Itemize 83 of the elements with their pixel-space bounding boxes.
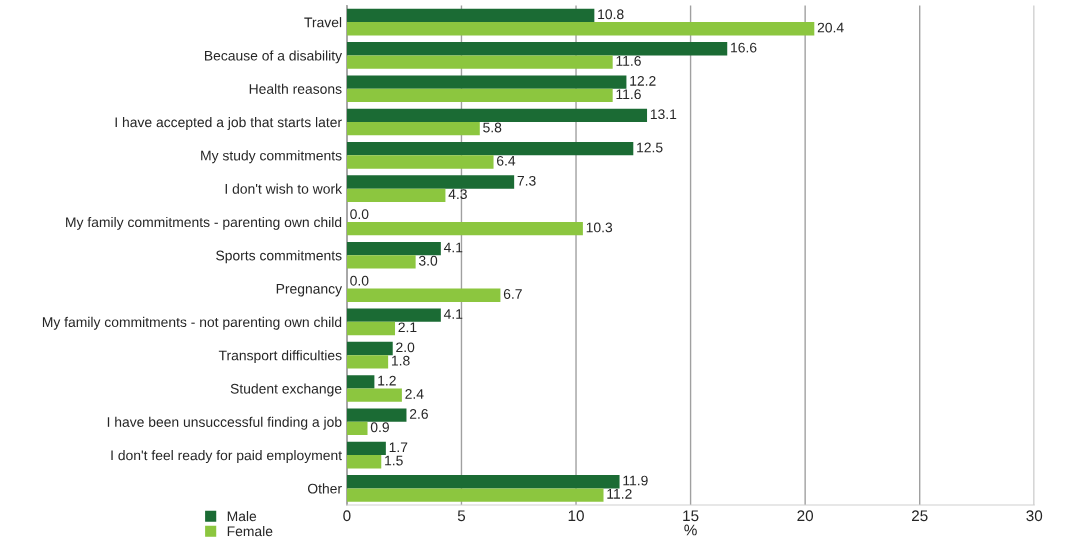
bar (346, 155, 494, 169)
bar (346, 255, 416, 269)
data-label: 0.0 (350, 209, 369, 220)
y-tick-label: My family commitments - parenting own child (66, 216, 342, 230)
data-label: 11.6 (616, 89, 641, 100)
bar (346, 441, 386, 456)
y-tick-label: Sports commitments (216, 250, 342, 264)
data-label: 11.2 (607, 488, 632, 499)
x-axis-title: % (684, 524, 697, 536)
x-tick-label: 0 (343, 510, 351, 522)
x-tick-label: 25 (911, 510, 928, 522)
y-tick-label: I don't feel ready for paid employment (111, 450, 342, 464)
data-label: 2.6 (409, 409, 428, 419)
bar (346, 388, 402, 402)
bar (346, 188, 446, 202)
bar (346, 455, 382, 469)
data-label: 3.0 (418, 255, 438, 266)
x-tick-label: 30 (1026, 510, 1043, 522)
bar (346, 341, 393, 356)
data-label: 10.3 (586, 222, 613, 233)
data-label: 1.5 (385, 455, 403, 466)
bar (346, 88, 613, 103)
data-label: 4.1 (443, 309, 463, 319)
bar (346, 241, 441, 256)
x-tick-label: 15 (683, 510, 699, 522)
legend-label: Female (227, 526, 273, 537)
data-label: 1.8 (391, 355, 410, 366)
data-label: 2.4 (405, 389, 424, 399)
data-label: 7.3 (517, 175, 536, 186)
bar (346, 288, 501, 302)
y-tick-label: I don't wish to work (225, 183, 343, 194)
y-tick-label: My family commitments - not parenting own child (42, 316, 342, 330)
y-tick-label: I have been unsuccessful finding a job (107, 416, 342, 430)
bar (346, 22, 815, 36)
data-label: 11.9 (623, 475, 648, 486)
data-label: 0.0 (350, 275, 369, 286)
bar (346, 321, 396, 336)
y-tick-label: Health reasons (249, 83, 342, 94)
y-tick-label: Transport difficulties (218, 350, 342, 364)
bar (346, 55, 613, 69)
data-label: 4.1 (443, 242, 463, 253)
data-label: 4.3 (448, 189, 467, 200)
x-tick-label: 20 (797, 510, 814, 522)
y-tick-label: Other (307, 483, 342, 494)
data-label: 13.1 (650, 109, 677, 120)
y-tick-label: Travel (304, 17, 342, 28)
data-label: 16.6 (731, 42, 757, 53)
bar (346, 75, 627, 89)
y-tick-label: I have accepted a job that starts later (115, 117, 342, 130)
bar (346, 108, 648, 123)
data-label: 12.5 (637, 142, 663, 153)
bar (346, 8, 595, 23)
bar (346, 355, 389, 369)
bar (346, 488, 604, 502)
x-tick-label: 10 (568, 510, 584, 522)
y-tick-label: Pregnancy (276, 284, 343, 297)
data-label: 20.4 (817, 22, 844, 33)
bar (346, 375, 375, 389)
data-label: 1.2 (378, 375, 396, 386)
bar (346, 421, 368, 436)
y-tick-label: Because of a disability (204, 50, 343, 64)
data-label: 5.8 (483, 122, 502, 133)
bar (346, 175, 515, 189)
legend-label: Male (227, 510, 257, 522)
data-label: 2.0 (396, 342, 415, 353)
bar (346, 42, 728, 56)
x-tick-label: 5 (457, 510, 466, 522)
bar (346, 475, 620, 489)
bar (346, 221, 583, 236)
data-label: 2.1 (398, 322, 417, 333)
bar (346, 408, 407, 422)
data-label: 6.4 (497, 155, 516, 166)
bar (346, 142, 634, 156)
data-label: 12.2 (630, 75, 656, 86)
data-label: 11.6 (616, 55, 641, 66)
bar (346, 122, 480, 136)
data-label: 1.7 (389, 442, 408, 453)
data-label: 10.8 (598, 9, 624, 20)
data-label: 6.7 (503, 289, 522, 299)
bar (346, 308, 441, 322)
y-tick-label: My study commitments (201, 150, 342, 164)
y-tick-label: Student exchange (230, 383, 342, 397)
data-label: 0.9 (370, 422, 389, 433)
